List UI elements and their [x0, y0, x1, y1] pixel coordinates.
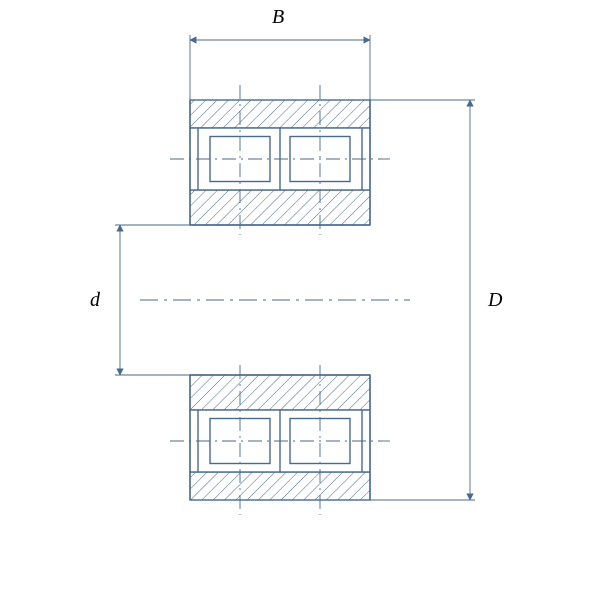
dim-label-d: d	[90, 289, 100, 312]
diagram-stage: B d D	[0, 0, 600, 600]
dim-label-D: D	[488, 289, 502, 312]
dim-label-B: B	[272, 6, 284, 29]
